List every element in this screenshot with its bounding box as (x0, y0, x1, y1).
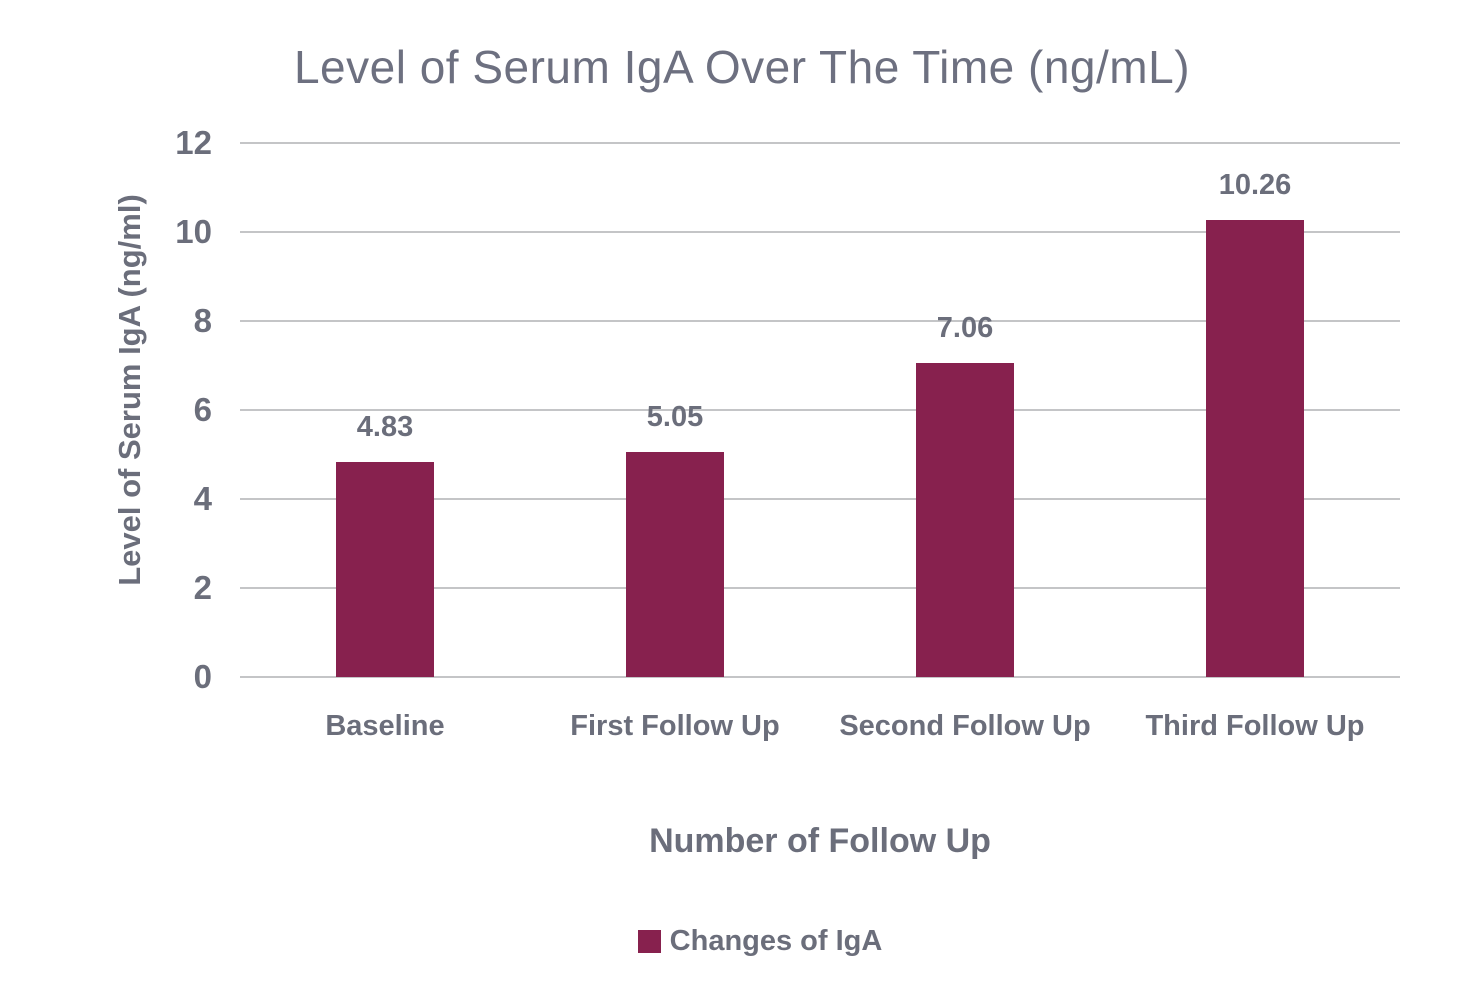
bar-3 (1206, 220, 1304, 677)
y-axis-title-text: Level of Serum IgA (ng/ml) (112, 194, 147, 586)
legend: Changes of IgA (18, 925, 1484, 958)
bar-value-label-2: 7.06 (936, 311, 994, 344)
gridline-y-6 (240, 409, 1400, 411)
legend-label: Changes of IgA (669, 925, 883, 957)
gridline-y-8 (240, 320, 1400, 322)
x-category-label-1: First Follow Up (570, 710, 780, 742)
bar-slot-0: 4.83 (240, 143, 530, 677)
plot-area: 4.83 5.05 7.06 10.26 (240, 142, 1400, 678)
gridline-y-0 (240, 676, 1400, 678)
y-tick-label-12: 12 (175, 124, 212, 161)
x-axis-title: Number of Follow Up (649, 822, 991, 860)
bar-slot-1: 5.05 (530, 143, 820, 677)
x-category-label-3: Third Follow Up (1145, 710, 1365, 742)
y-tick-label-8: 8 (193, 302, 212, 339)
legend-swatch-icon (637, 930, 661, 953)
bar-0 (336, 462, 434, 677)
gridline-y-10 (240, 231, 1400, 233)
bar-value-label-0: 4.83 (356, 411, 414, 444)
bar-value-label-3: 10.26 (1218, 169, 1292, 202)
bar-slot-2: 7.06 (820, 143, 1110, 677)
gridline-y-2 (240, 587, 1400, 589)
gridline-y-12 (240, 142, 1400, 144)
y-tick-label-4: 4 (193, 480, 212, 517)
y-tick-label-10: 10 (175, 213, 212, 250)
y-tick-label-0: 0 (193, 658, 212, 695)
x-category-label-0: Baseline (325, 710, 445, 742)
chart-title: Level of Serum IgA Over The Time (ng/mL) (293, 41, 1191, 93)
x-category-label-2: Second Follow Up (839, 710, 1091, 742)
bar-value-label-1: 5.05 (646, 401, 704, 434)
bar-2 (916, 362, 1014, 677)
x-axis-labels: Baseline First Follow Up Second Follow Up T… (240, 710, 1400, 750)
bar-1 (626, 452, 724, 677)
bar-slot-3: 10.26 (1110, 143, 1400, 677)
y-tick-label-2: 2 (193, 569, 212, 606)
gridline-y-4 (240, 498, 1400, 500)
y-tick-label-6: 6 (193, 391, 212, 428)
